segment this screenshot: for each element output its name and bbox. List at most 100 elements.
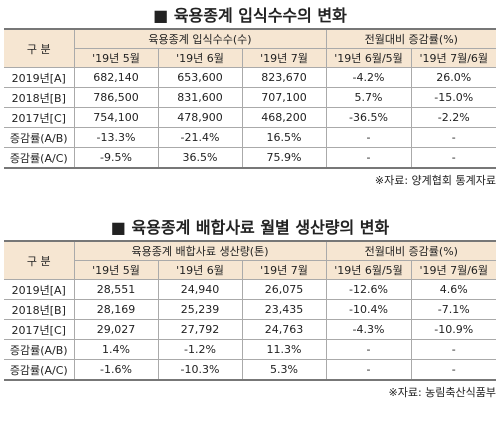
cell: 4.6% — [410, 279, 497, 300]
header-column: '19년 7월/6월 — [410, 260, 497, 280]
cell: 653,600 — [157, 67, 243, 88]
cell: -2.2% — [410, 107, 497, 128]
cell: -4.2% — [325, 67, 412, 88]
row-label: 2018년[B] — [4, 299, 75, 320]
cell: -21.4% — [157, 127, 243, 148]
header-row: 구 분 육용종계 입식수수(수) 전월대비 증감률(%) — [4, 28, 497, 68]
data-row: 증감률(A/C) -1.6% -10.3% 5.3% - - — [4, 359, 497, 381]
header-row: '19년 5월 '19년 6월 '19년 7월 '19년 6월/5월 '19년 7월/6… — [4, 260, 497, 280]
header-row: '19년 5월 '19년 6월 '19년 7월 '19년 6월/5월 '19년 7월/6… — [4, 48, 497, 68]
cell: - — [410, 147, 497, 169]
data-row: 2017년[C] 29,027 27,792 24,763 -4.3% -10.9% — [4, 319, 497, 340]
header-group: 전월대비 증감률(%) — [325, 240, 497, 261]
row-label: 2017년[C] — [4, 319, 75, 340]
cell: -10.9% — [410, 319, 497, 340]
cell: 786,500 — [73, 87, 159, 108]
cell: -9.5% — [73, 147, 159, 169]
cell: - — [325, 127, 412, 148]
table-body: 구 분 육용종계 배합사료 생산량(톤) 전월대비 증감률(%) '19년 5월 '19… — [4, 240, 497, 381]
header-group: 육용종계 배합사료 생산량(톤) — [73, 240, 327, 261]
cell: 26.0% — [410, 67, 497, 88]
cell: -7.1% — [410, 299, 497, 320]
cell: 823,670 — [241, 67, 327, 88]
data-table: 구 분 육용종계 입식수수(수) 전월대비 증감률(%) '19년 5월 '19년 6월… — [4, 28, 497, 169]
data-row: 2018년[B] 28,169 25,239 23,435 -10.4% -7.1% — [4, 299, 497, 320]
cell: 682,140 — [73, 67, 159, 88]
header-column: '19년 6월 — [157, 260, 243, 280]
row-label: 2019년[A] — [4, 279, 75, 300]
cell: -10.4% — [325, 299, 412, 320]
cell: - — [410, 339, 497, 360]
row-label: 2017년[C] — [4, 107, 75, 128]
header-column: '19년 6월/5월 — [325, 48, 412, 68]
cell: 1.4% — [73, 339, 159, 360]
row-label: 증감률(A/B) — [4, 339, 75, 360]
cell: -10.3% — [157, 359, 243, 381]
cell: 478,900 — [157, 107, 243, 128]
header-group: 전월대비 증감률(%) — [325, 28, 497, 49]
cell: 5.7% — [325, 87, 412, 108]
cell: -13.3% — [73, 127, 159, 148]
cell: 468,200 — [241, 107, 327, 128]
header-column: '19년 7월 — [241, 48, 327, 68]
cell: -12.6% — [325, 279, 412, 300]
cell: -15.0% — [410, 87, 497, 108]
cell: 28,551 — [73, 279, 159, 300]
data-row: 2018년[B] 786,500 831,600 707,100 5.7% -15.0% — [4, 87, 497, 108]
table-title: ■ 육용종계 배합사료 월별 생산량의 변화 — [110, 218, 390, 237]
data-row: 2019년[A] 28,551 24,940 26,075 -12.6% 4.6% — [4, 279, 497, 300]
header-column: '19년 5월 — [74, 48, 159, 68]
data-row: 증감률(A/C) -9.5% 36.5% 75.9% - - — [4, 147, 497, 169]
data-row: 증감률(A/B) -13.3% -21.4% 16.5% - - — [4, 127, 497, 148]
header-group: 육용종계 입식수수(수) — [73, 28, 327, 49]
cell: - — [410, 127, 497, 148]
cell: -36.5% — [325, 107, 412, 128]
cell: - — [325, 339, 412, 360]
cell: 754,100 — [73, 107, 159, 128]
header-column: '19년 6월 — [157, 48, 243, 68]
cell: -4.3% — [325, 319, 412, 340]
cell: 16.5% — [241, 127, 327, 148]
cell: 27,792 — [157, 319, 243, 340]
row-label: 2018년[B] — [4, 87, 75, 108]
header-column: '19년 7월/6월 — [410, 48, 497, 68]
cell: - — [410, 359, 497, 381]
cell: 23,435 — [241, 299, 327, 320]
cell: 11.3% — [241, 339, 327, 360]
row-label: 2019년[A] — [4, 67, 75, 88]
cell: 36.5% — [157, 147, 243, 169]
cell: - — [325, 147, 412, 169]
data-table: 구 분 육용종계 배합사료 생산량(톤) 전월대비 증감률(%) '19년 5월 '19… — [4, 240, 497, 381]
row-label: 증감률(A/B) — [4, 127, 75, 148]
header-column: '19년 7월 — [241, 260, 327, 280]
cell: 28,169 — [73, 299, 159, 320]
header-column: '19년 5월 — [74, 260, 159, 280]
header-label: 구 분 — [4, 28, 75, 68]
cell: -1.6% — [73, 359, 159, 381]
source-note: ※자료: 농림축산식품부 — [388, 386, 497, 399]
cell: 26,075 — [241, 279, 327, 300]
source-note: ※자료: 양계협회 통계자료 — [374, 174, 496, 187]
cell: 831,600 — [157, 87, 243, 108]
row-label: 증감률(A/C) — [4, 147, 75, 169]
cell: 25,239 — [157, 299, 243, 320]
cell: 24,940 — [157, 279, 243, 300]
cell: 29,027 — [73, 319, 159, 340]
data-row: 2017년[C] 754,100 478,900 468,200 -36.5% -2.2% — [4, 107, 497, 128]
cell: - — [325, 359, 412, 381]
cell: 707,100 — [241, 87, 327, 108]
table-title: ■ 육용종계 입식수수의 변화 — [153, 6, 347, 25]
data-row: 2019년[A] 682,140 653,600 823,670 -4.2% 26.0% — [4, 67, 497, 88]
cell: -1.2% — [157, 339, 243, 360]
cell: 24,763 — [241, 319, 327, 340]
cell: 5.3% — [241, 359, 327, 381]
header-column: '19년 6월/5월 — [325, 260, 412, 280]
header-label: 구 분 — [4, 240, 75, 280]
data-row: 증감률(A/B) 1.4% -1.2% 11.3% - - — [4, 339, 497, 360]
table-body: 구 분 육용종계 입식수수(수) 전월대비 증감률(%) '19년 5월 '19년 6월… — [4, 28, 497, 169]
header-row: 구 분 육용종계 배합사료 생산량(톤) 전월대비 증감률(%) — [4, 240, 497, 280]
cell: 75.9% — [241, 147, 327, 169]
